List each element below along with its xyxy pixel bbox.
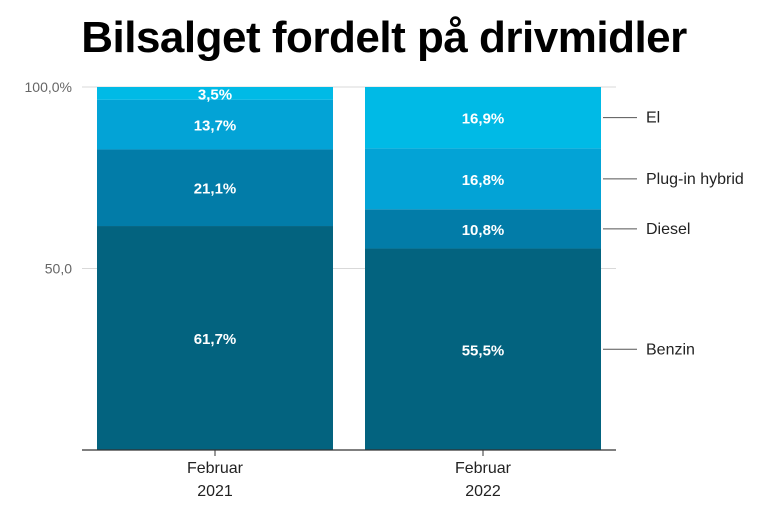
bar-segment-el: [365, 87, 601, 149]
chart-title: Bilsalget fordelt på drivmidler: [81, 13, 687, 62]
legend: Benzin Diesel Plug-in hybrid El: [603, 110, 744, 358]
category-labels: Februar 2021 Februar 2022: [187, 460, 512, 500]
x-tick-label: Februar: [455, 460, 512, 477]
segment-value-label: 55,5%: [462, 342, 505, 359]
segment-value-label: 10,8%: [462, 222, 505, 239]
segment-value-label: 16,9%: [462, 111, 505, 128]
x-tick-label: 2021: [197, 483, 233, 500]
bar-segment-benzin: [365, 248, 601, 450]
segment-labels: 61,7% 55,5% 21,1% 10,8% 13,7% 16,8% 3,5% 16,9%: [194, 86, 505, 359]
segment-value-label: 61,7%: [194, 331, 237, 348]
bar-segment-benzin: [97, 226, 333, 450]
segment-value-label: 13,7%: [194, 118, 237, 135]
y-axis-ticks: 100,0% 50,0: [25, 79, 73, 277]
segment-value-label: 21,1%: [194, 181, 237, 198]
bar-segment-diesel: [97, 149, 333, 227]
segment-value-label: 16,8%: [462, 172, 505, 189]
y-tick-label: 100,0%: [25, 79, 72, 95]
x-tick-label: Februar: [187, 460, 244, 477]
legend-label: Plug-in hybrid: [646, 171, 744, 188]
bar-segment-diesel: [365, 209, 601, 249]
bar-segment-plug-in-hybrid: [365, 148, 601, 210]
legend-label: Benzin: [646, 341, 695, 358]
bars: [97, 87, 601, 450]
y-tick-label: 50,0: [45, 261, 72, 277]
bar-segment-el: [97, 87, 333, 100]
x-axis: [82, 449, 616, 456]
legend-label: Diesel: [646, 221, 690, 238]
legend-label: El: [646, 110, 660, 127]
bar-segment-plug-in-hybrid: [97, 99, 333, 150]
x-tick-label: 2022: [465, 483, 501, 500]
segment-value-label: 3,5%: [198, 86, 232, 103]
